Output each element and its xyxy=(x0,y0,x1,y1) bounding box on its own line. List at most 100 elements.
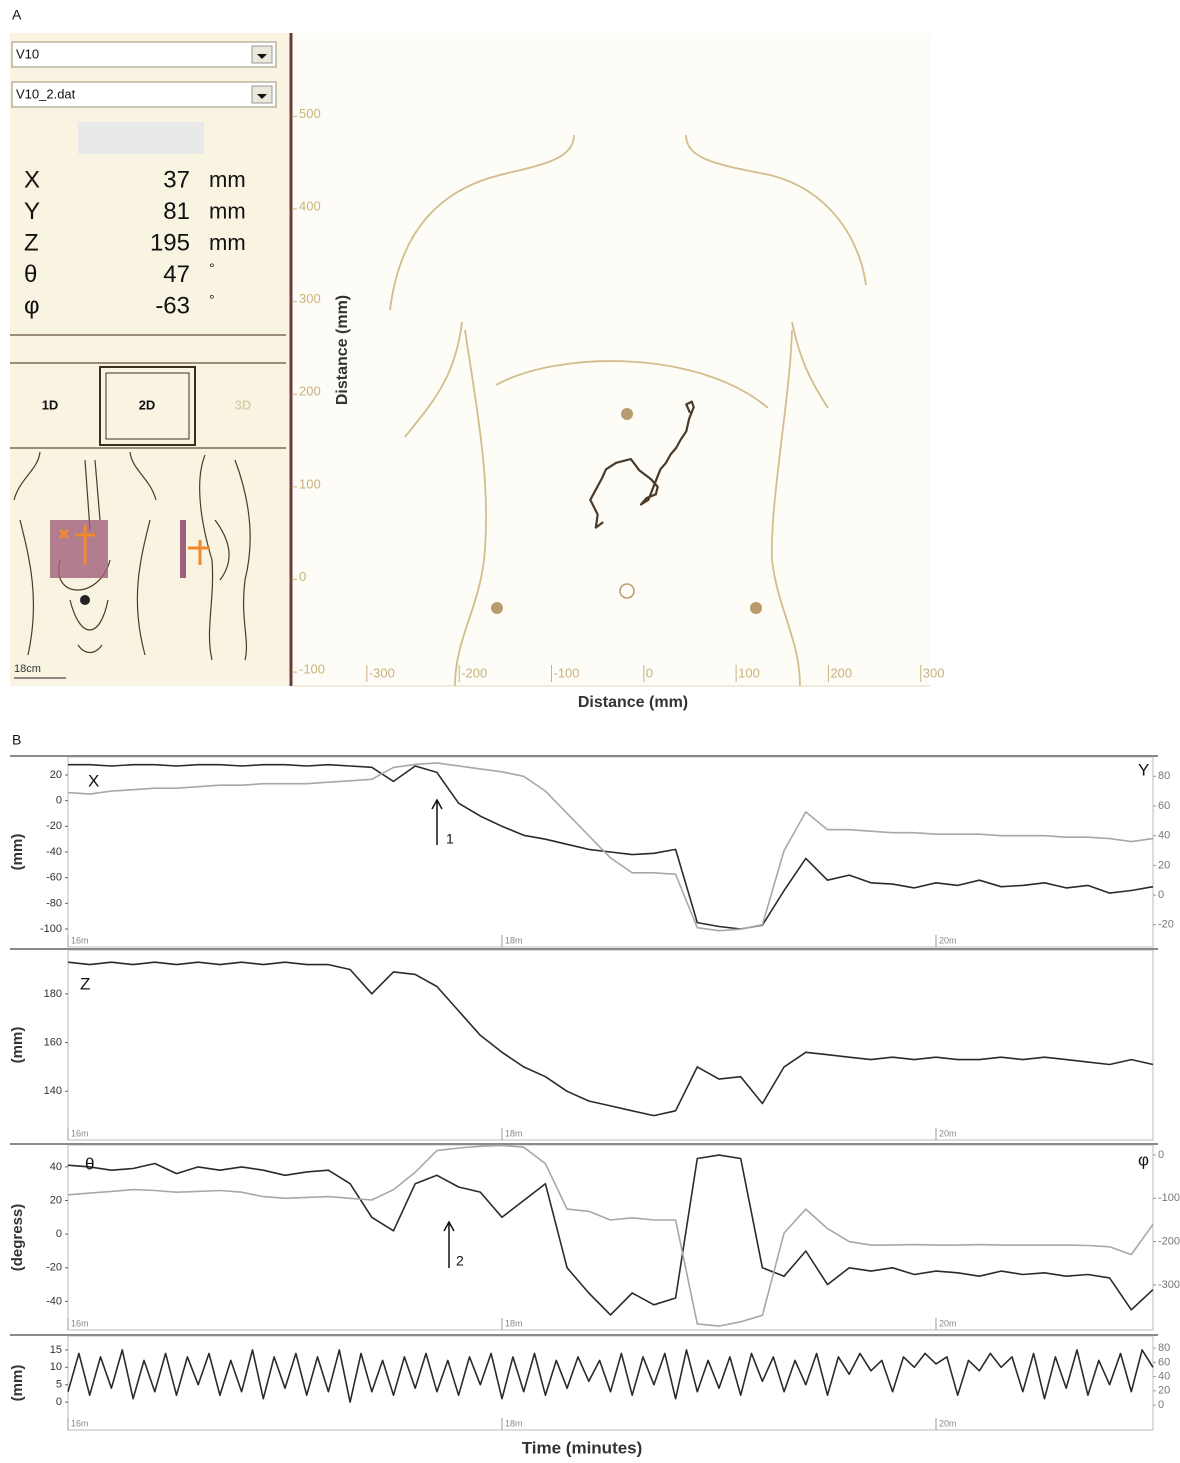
series-line xyxy=(67,1144,1154,1327)
y-tick-label: 200 xyxy=(299,384,321,399)
x-tick-label: -200 xyxy=(461,665,487,680)
readout-unit: ° xyxy=(209,260,215,276)
y-tick-label: 300 xyxy=(299,291,321,306)
y2-tick-label: 0 xyxy=(1158,1399,1164,1411)
y2-tick-label: 20 xyxy=(1158,859,1170,871)
plot-area xyxy=(292,33,930,686)
x-tick-label: 20m xyxy=(939,1418,957,1428)
strip-background xyxy=(67,949,1154,1141)
y2-tick-label: -100 xyxy=(1158,1192,1180,1204)
body-outline xyxy=(389,134,867,687)
readout-value: 37 xyxy=(163,166,190,193)
trajectory xyxy=(589,400,695,529)
strip-background xyxy=(67,1144,1154,1331)
series-label: θ xyxy=(85,1154,94,1173)
y2-tick-label: 0 xyxy=(1158,889,1164,901)
readouts: X 37 mm Y 81 mm Z 195 mm θ 47 ° φ -63 ° xyxy=(24,166,246,319)
x-axis-label: Distance (mm) xyxy=(578,694,688,711)
y-tick-label: -100 xyxy=(299,662,325,677)
y2-tick-label: -200 xyxy=(1158,1236,1180,1248)
y-tick-label: 500 xyxy=(299,106,321,121)
series-label: Y xyxy=(1138,760,1149,779)
y-axis-label: (mm) xyxy=(9,834,26,871)
readout-value: 47 xyxy=(163,261,190,288)
view-button[interactable]: 2D xyxy=(139,397,156,412)
x-axis-label: Time (minutes) xyxy=(522,1438,643,1457)
y-axis-label: Distance (mm) xyxy=(334,295,351,405)
x-tick-label: 16m xyxy=(71,1318,89,1328)
y-tick-label: 5 xyxy=(56,1379,62,1391)
y-tick-label: 180 xyxy=(44,988,62,1000)
y-tick-label: 15 xyxy=(50,1344,62,1356)
annotation-arrowhead xyxy=(443,1220,455,1232)
y2-tick-label: 80 xyxy=(1158,770,1170,782)
annotation-label: 1 xyxy=(446,831,454,847)
readout-label: Y xyxy=(24,198,40,225)
y-axis-label: (mm) xyxy=(9,1365,26,1402)
view-button[interactable]: 1D xyxy=(42,397,59,412)
x-tick-label: -100 xyxy=(553,665,579,680)
x-tick-label: 20m xyxy=(939,1128,957,1138)
subject-dropdown[interactable] xyxy=(11,41,277,68)
readout-value: 195 xyxy=(150,229,190,256)
dropdown-arrow xyxy=(257,54,267,59)
x-tick-label: 16m xyxy=(71,1128,89,1138)
readout-label: Z xyxy=(24,229,39,256)
file-value: V10_2.dat xyxy=(16,86,76,101)
y-tick-label: 40 xyxy=(50,1161,62,1173)
y-tick-label: -40 xyxy=(46,846,62,858)
x-tick-label: 16m xyxy=(71,1418,89,1428)
series-line xyxy=(68,763,1154,930)
y-tick-label: -80 xyxy=(46,897,62,909)
x-tick-label: 100 xyxy=(738,665,760,680)
series-line xyxy=(67,1349,1154,1403)
y-tick-label: 0 xyxy=(56,1228,62,1240)
readout-label: X xyxy=(24,166,40,193)
y-tick-label: 20 xyxy=(50,769,62,781)
y2-tick-label: -20 xyxy=(1158,919,1174,931)
x-tick-label: 18m xyxy=(505,935,523,945)
x-tick-label: 20m xyxy=(939,935,957,945)
x-tick-label: 300 xyxy=(923,665,945,680)
y-tick-label: 0 xyxy=(56,1396,62,1408)
y2-tick-label: 60 xyxy=(1158,800,1170,812)
series-label: X xyxy=(88,771,99,790)
y-tick-label: 10 xyxy=(50,1361,62,1373)
y-axis-label: (mm) xyxy=(9,1027,26,1064)
readout-value: -63 xyxy=(155,292,190,319)
y2-tick-label: 60 xyxy=(1158,1356,1170,1368)
x-tick-label: 18m xyxy=(505,1418,523,1428)
x-tick-label: 18m xyxy=(505,1318,523,1328)
strip-background xyxy=(67,1335,1154,1431)
x-tick-label: 0 xyxy=(646,665,653,680)
readout-label: θ xyxy=(24,261,37,288)
y2-tick-label: 20 xyxy=(1158,1385,1170,1397)
y-tick-label: 0 xyxy=(56,795,62,807)
readout-unit: mm xyxy=(209,230,246,255)
x-tick-label: 200 xyxy=(830,665,852,680)
file-dropdown[interactable] xyxy=(11,81,277,108)
y2-tick-label: -300 xyxy=(1158,1279,1180,1291)
anatomy-thumbnail xyxy=(13,451,251,679)
y-tick-label: -20 xyxy=(46,820,62,832)
series-line xyxy=(67,1154,1154,1316)
series-label: Z xyxy=(80,974,90,993)
readout-label: φ xyxy=(24,292,40,319)
y-tick-label: 140 xyxy=(44,1085,62,1097)
view-button[interactable]: 3D xyxy=(235,397,252,412)
annotation-arrowhead xyxy=(431,798,443,810)
annotation-label: 2 xyxy=(456,1253,464,1269)
status-box xyxy=(78,122,204,154)
y2-tick-label: 40 xyxy=(1158,1370,1170,1382)
series-line xyxy=(67,762,1154,932)
x-tick-label: 18m xyxy=(505,1128,523,1138)
y-tick-label: 100 xyxy=(299,476,321,491)
y-axis-label: (degress) xyxy=(9,1204,26,1272)
series-label: φ xyxy=(1138,1150,1149,1169)
y2-tick-label: 80 xyxy=(1158,1342,1170,1354)
readout-unit: mm xyxy=(209,198,246,223)
dropdown-arrow xyxy=(257,94,267,99)
panel-label: A xyxy=(12,7,22,23)
readout-unit: ° xyxy=(209,292,215,308)
